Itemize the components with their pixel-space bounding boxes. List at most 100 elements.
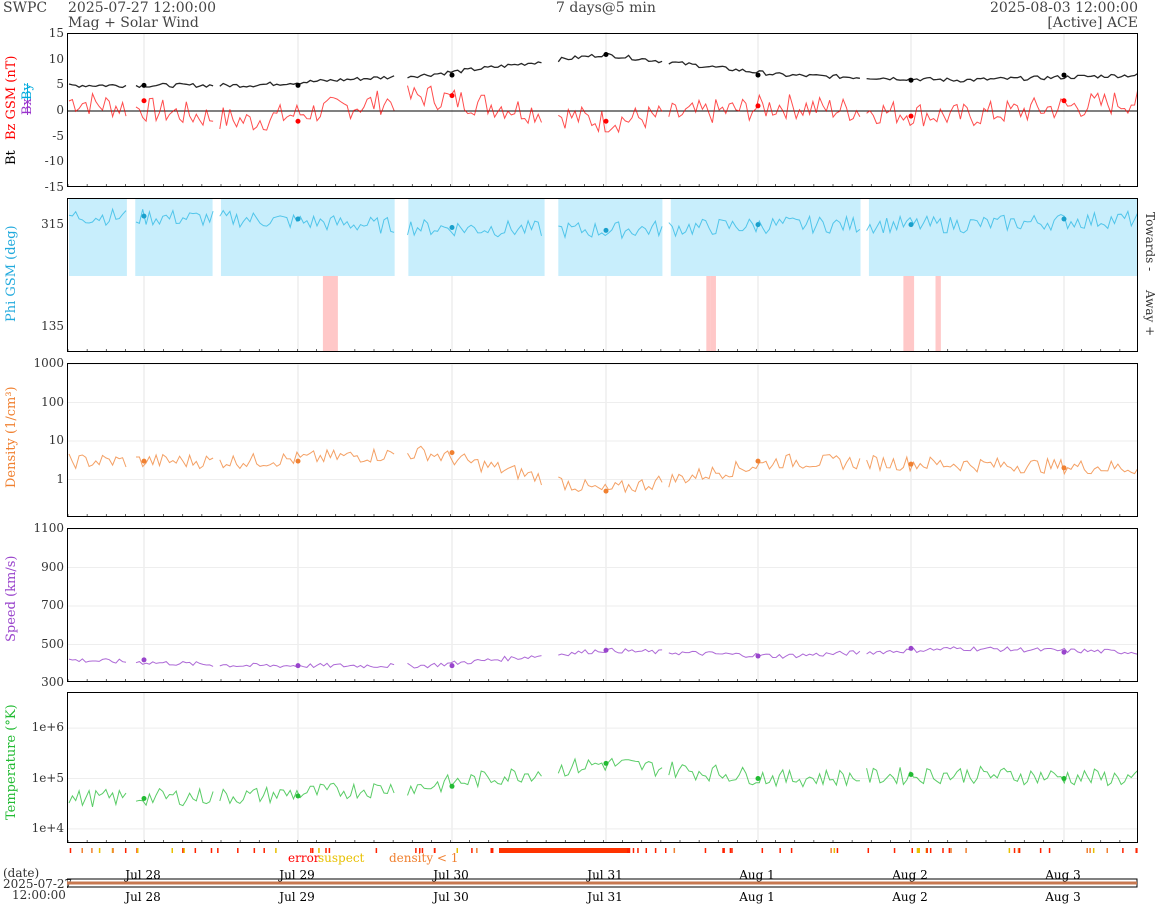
temperature-plot: [68, 693, 1137, 842]
ticks-tmp-label-1: 1e+5: [31, 770, 64, 785]
quality-mark-88: [217, 848, 219, 853]
bt-point-jul-31: [603, 52, 609, 58]
density-series: [68, 445, 1137, 494]
phi-plot: [68, 199, 1137, 351]
phi-point-jul-29: [295, 216, 301, 222]
quality-mark-82: [263, 848, 265, 853]
bz-point-aug-1: [755, 103, 761, 109]
temperature-point-aug-3: [1061, 776, 1067, 782]
xticks-bot-aug-1: Aug 1: [739, 890, 775, 904]
quality-strip: [69, 848, 1138, 853]
xticks-bot-jul-29: Jul 29: [279, 890, 315, 904]
towards-label: Towards -: [1143, 212, 1157, 272]
ticks-tmp-label-2: 1e+4: [31, 820, 64, 835]
quality-mark-7: [328, 848, 331, 853]
speed-point-jul-28: [141, 657, 147, 663]
quality-mark-65: [81, 848, 83, 853]
density-point-jul-31: [603, 488, 609, 494]
ticks-mag-label-4: -5: [52, 128, 64, 143]
ticks-spd-label-1: 900: [41, 559, 64, 574]
quality-mark-49: [632, 848, 635, 853]
quality-mark-89: [704, 848, 707, 853]
quality-mark-40: [194, 848, 197, 853]
mag-plot: [68, 34, 1137, 186]
quality-mark-80: [654, 848, 657, 853]
quality-mark-51: [867, 848, 870, 853]
speed-point-aug-2: [908, 645, 914, 651]
towards-band: [69, 199, 1137, 276]
phi-point-aug-1: [755, 222, 761, 228]
quality-mark-61: [942, 848, 944, 853]
bt-series: [68, 52, 1137, 89]
ticks-phi-label-1: 135: [41, 319, 64, 334]
away-band-1: [706, 276, 711, 351]
quality-mark-56: [421, 848, 424, 853]
ticks-mag-label-1: 10: [48, 51, 64, 66]
quality-mark-52: [183, 848, 185, 853]
phi-point-jul-28: [141, 213, 147, 219]
temperature-point-jul-29: [295, 793, 301, 799]
quality-mark-73: [929, 848, 932, 853]
quality-mark-18: [1013, 848, 1016, 853]
quality-mark-15: [950, 848, 952, 853]
quality-mark-76: [1086, 848, 1088, 853]
phi-point-jul-30: [449, 225, 455, 231]
phi-gap-1: [212, 199, 221, 276]
bt-point-aug-1: [755, 72, 761, 78]
phi-gap-3: [544, 199, 559, 276]
quality-mark-16: [1092, 848, 1095, 853]
end-time: 2025-08-03 12:00:00: [989, 0, 1138, 16]
bt-point-jul-30: [449, 72, 455, 78]
quality-error: error: [288, 851, 320, 865]
ticks-spd-label-0: 1100: [33, 521, 64, 535]
quality-mark-62: [275, 848, 277, 853]
quality-mark-66: [124, 848, 127, 853]
quality-mark-8: [456, 848, 459, 853]
ticks-phi-label-0: 315: [41, 216, 64, 231]
away-label: Away +: [1143, 290, 1157, 337]
away-band-4: [935, 276, 941, 351]
phi-panel: [67, 198, 1138, 352]
bz-point-jul-30: [449, 93, 455, 99]
bz-point-jul-29: [295, 118, 301, 124]
quality-mark-19: [253, 848, 256, 853]
quality-suspect: suspect: [318, 851, 365, 865]
xticks-bot-aug-3: Aug 3: [1045, 890, 1081, 904]
xticks-bot-jul-31: Jul 31: [587, 890, 623, 904]
density-point-jul-28: [141, 458, 147, 464]
subtitle: Mag + Solar Wind: [68, 15, 199, 31]
quality-mark-1: [645, 848, 648, 853]
temperature-panel: [67, 692, 1138, 843]
phi-point-aug-2: [908, 222, 914, 228]
brand-label: SWPC: [3, 0, 48, 16]
quality-mark-32: [490, 848, 493, 853]
quality-mark-41: [926, 848, 928, 853]
bz-series: [68, 85, 1137, 134]
quality-mark-3: [731, 848, 733, 853]
quality-mark-17: [965, 848, 967, 853]
bt-point-aug-3: [1061, 72, 1067, 78]
bz-point-aug-2: [908, 113, 914, 119]
ticks-spd-label-4: 300: [41, 675, 64, 689]
phi-gap-2: [394, 199, 409, 276]
ticks-den-label-1: 100: [41, 394, 64, 409]
ticks-spd-label-2: 700: [41, 598, 64, 612]
bt-point-jul-28: [141, 82, 147, 88]
phi-gap-0: [126, 199, 136, 276]
quality-mark-9: [722, 848, 724, 853]
ticks-mag-label-6: -15: [44, 180, 64, 194]
ticks-mag-label-2: 5: [56, 77, 64, 92]
temperature-point-jul-28: [141, 796, 147, 802]
quality-mark-22: [637, 848, 639, 853]
quality-mark-77: [415, 848, 417, 853]
bt-point-jul-29: [295, 82, 301, 88]
speed-point-jul-29: [295, 663, 301, 669]
ticks-mag-label-3: 0: [56, 103, 64, 117]
timeline-start-date: 2025-07-27: [3, 877, 73, 891]
quality-mark-84: [830, 848, 832, 853]
temperature-point-aug-1: [755, 776, 761, 782]
quality-mark-50: [69, 848, 72, 853]
quality-mark-39: [665, 848, 667, 853]
ticks-tmp-label-0: 1e+6: [31, 720, 64, 735]
quality-mark-53: [311, 848, 314, 853]
